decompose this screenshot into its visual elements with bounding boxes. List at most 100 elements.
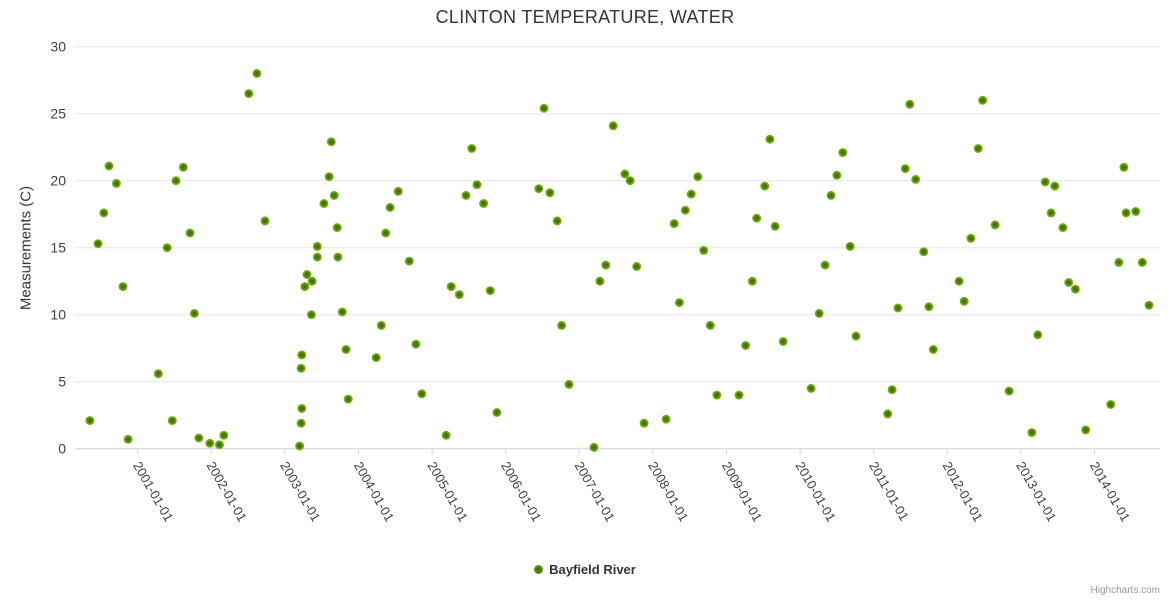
data-point[interactable] — [324, 172, 334, 182]
data-point[interactable] — [661, 414, 671, 424]
data-point[interactable] — [552, 216, 562, 226]
data-point[interactable] — [252, 69, 262, 78]
data-point[interactable] — [461, 190, 471, 200]
data-point[interactable] — [674, 298, 684, 308]
data-point[interactable] — [893, 303, 903, 313]
data-point[interactable] — [297, 350, 307, 360]
data-point[interactable] — [680, 205, 690, 215]
data-point[interactable] — [705, 320, 715, 330]
data-point[interactable] — [167, 416, 177, 426]
data-point[interactable] — [741, 341, 751, 350]
data-point[interactable] — [545, 188, 555, 198]
data-point[interactable] — [404, 256, 414, 266]
data-point[interactable] — [778, 337, 788, 346]
data-point[interactable] — [686, 189, 696, 199]
data-point[interactable] — [1081, 425, 1091, 435]
data-point[interactable] — [219, 430, 229, 440]
data-point[interactable] — [770, 221, 780, 231]
data-point[interactable] — [905, 99, 915, 109]
data-point[interactable] — [1131, 207, 1141, 216]
data-point[interactable] — [297, 404, 307, 413]
data-point[interactable] — [1027, 428, 1037, 438]
data-point[interactable] — [393, 186, 403, 196]
data-point[interactable] — [411, 339, 421, 349]
data-point[interactable] — [85, 416, 95, 426]
data-point[interactable] — [332, 223, 342, 233]
data-point[interactable] — [162, 243, 172, 253]
data-point[interactable] — [1114, 257, 1124, 267]
data-point[interactable] — [539, 103, 549, 113]
data-point[interactable] — [1040, 177, 1050, 187]
data-point[interactable] — [712, 390, 722, 400]
data-point[interactable] — [479, 199, 489, 208]
data-point[interactable] — [295, 441, 305, 451]
data-point[interactable] — [1064, 278, 1074, 287]
legend-item-bayfield-river[interactable]: Bayfield River — [534, 562, 636, 577]
data-point[interactable] — [485, 286, 495, 296]
data-point[interactable] — [978, 95, 988, 105]
data-point[interactable] — [1046, 208, 1056, 218]
data-point[interactable] — [446, 282, 456, 292]
data-point[interactable] — [632, 262, 642, 271]
data-point[interactable] — [104, 161, 114, 171]
data-point[interactable] — [326, 137, 336, 147]
data-point[interactable] — [1144, 300, 1154, 310]
data-point[interactable] — [306, 310, 316, 320]
data-point[interactable] — [189, 308, 199, 318]
data-point[interactable] — [919, 247, 929, 257]
data-point[interactable] — [601, 260, 611, 270]
data-point[interactable] — [747, 276, 757, 286]
data-point[interactable] — [669, 219, 679, 229]
data-point[interactable] — [693, 172, 703, 182]
data-point[interactable] — [820, 260, 830, 270]
data-point[interactable] — [928, 345, 938, 354]
data-point[interactable] — [337, 307, 347, 317]
data-point[interactable] — [832, 170, 842, 180]
data-point[interactable] — [467, 144, 477, 153]
data-point[interactable] — [319, 199, 329, 208]
data-point[interactable] — [699, 245, 709, 255]
data-point[interactable] — [534, 184, 544, 194]
data-point[interactable] — [260, 216, 270, 226]
data-point[interactable] — [194, 433, 204, 443]
data-point[interactable] — [620, 169, 630, 179]
data-point[interactable] — [472, 180, 482, 190]
data-point[interactable] — [752, 213, 762, 223]
data-point[interactable] — [1004, 386, 1014, 396]
data-point[interactable] — [381, 228, 391, 238]
data-point[interactable] — [1119, 162, 1129, 172]
data-point[interactable] — [814, 308, 824, 318]
data-point[interactable] — [300, 282, 310, 292]
data-point[interactable] — [153, 369, 163, 379]
data-point[interactable] — [244, 89, 254, 99]
data-point[interactable] — [1070, 284, 1080, 294]
data-point[interactable] — [312, 241, 322, 251]
data-point[interactable] — [302, 270, 312, 279]
data-point[interactable] — [343, 394, 353, 404]
data-point[interactable] — [838, 148, 848, 158]
data-point[interactable] — [900, 164, 910, 174]
data-point[interactable] — [595, 276, 605, 286]
data-point[interactable] — [376, 320, 386, 330]
data-point[interactable] — [557, 320, 567, 330]
highcharts-credits-link[interactable]: Highcharts.com — [1090, 585, 1160, 596]
data-point[interactable] — [845, 241, 855, 251]
data-point[interactable] — [371, 353, 381, 363]
data-point[interactable] — [1121, 208, 1131, 218]
data-point[interactable] — [417, 389, 427, 399]
data-point[interactable] — [806, 383, 816, 393]
data-point[interactable] — [1033, 330, 1043, 340]
data-point[interactable] — [564, 379, 574, 389]
data-point[interactable] — [990, 220, 1000, 230]
data-point[interactable] — [214, 440, 224, 450]
data-point[interactable] — [329, 190, 339, 200]
data-point[interactable] — [1137, 257, 1147, 267]
data-point[interactable] — [765, 134, 775, 144]
data-point[interactable] — [312, 252, 322, 262]
data-point[interactable] — [959, 296, 969, 306]
data-point[interactable] — [296, 363, 306, 373]
data-point[interactable] — [734, 390, 744, 400]
data-point[interactable] — [185, 228, 195, 238]
data-point[interactable] — [333, 252, 343, 262]
data-point[interactable] — [441, 430, 451, 440]
